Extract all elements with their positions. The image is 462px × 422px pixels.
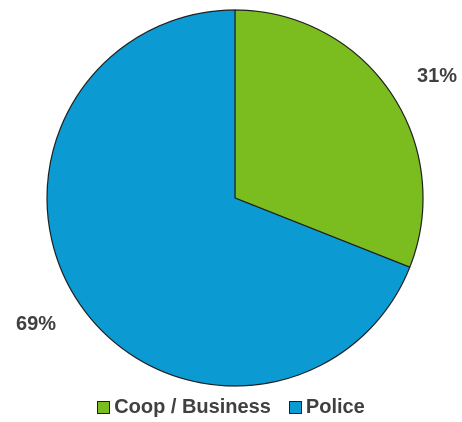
data-label-coop-business: 31% [417,65,457,87]
pie-slice-police [46,9,411,387]
legend-item-police: Police [288,396,365,419]
legend-swatch-coop-business [97,401,111,414]
legend: Coop / Business Police [0,396,462,419]
legend-swatch-police [288,401,302,414]
data-label-police: 69% [16,313,56,335]
legend-label-coop-business: Coop / Business [114,396,271,418]
legend-item-coop-business: Coop / Business [97,396,271,419]
legend-label-police: Police [305,396,365,418]
pie-slice-coop-business [234,9,424,268]
